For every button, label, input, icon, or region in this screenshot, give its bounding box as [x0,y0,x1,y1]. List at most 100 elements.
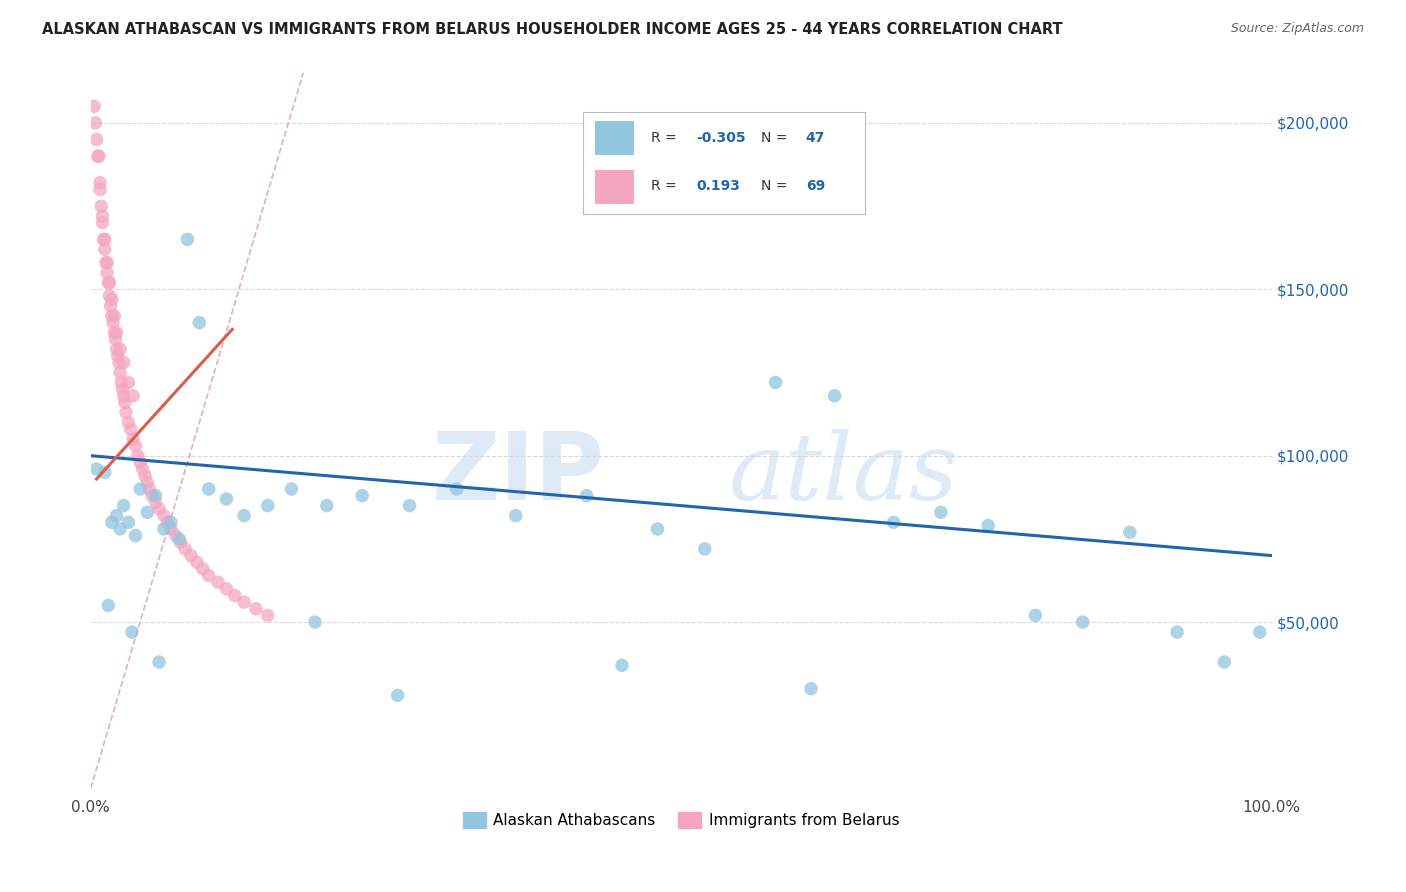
Point [94,466,117,480]
Point [141,489,163,503]
Text: N =: N = [761,130,792,145]
Point [188,316,211,330]
Point [883,516,905,530]
Point [824,389,846,403]
Point [153,522,176,536]
Point [165,528,187,542]
Point [108,342,131,356]
Point [117,516,139,530]
Point [129,482,152,496]
Point [86,462,108,476]
Point [124,528,146,542]
Text: ZIP: ZIP [432,427,605,520]
Point [186,555,208,569]
Point [224,589,246,603]
Point [197,482,219,496]
Point [1024,608,1046,623]
Point [387,689,409,703]
Point [174,541,197,556]
Point [94,243,117,257]
Point [115,405,138,419]
Text: 69: 69 [806,179,825,193]
Point [256,608,278,623]
Point [122,432,145,446]
Point [156,516,179,530]
Point [101,516,124,530]
Point [110,376,132,390]
Point [280,482,302,496]
Point [800,681,823,696]
Point [446,482,468,496]
Point [120,422,142,436]
Point [1071,615,1094,629]
Point [87,149,110,163]
Point [233,595,256,609]
Point [148,655,170,669]
Point [352,489,374,503]
Point [122,389,145,403]
Text: atlas: atlas [728,429,957,518]
Point [112,499,135,513]
Point [304,615,326,629]
Point [207,575,229,590]
Point [117,416,139,430]
Point [160,516,183,530]
Point [101,316,124,330]
Point [94,232,117,246]
Point [145,489,167,503]
Point [136,505,159,519]
Point [256,499,278,513]
Point [108,366,131,380]
Point [97,276,120,290]
Point [105,326,128,340]
Point [129,455,152,469]
Point [107,349,129,363]
Point [977,518,1000,533]
Point [101,293,124,307]
Point [167,532,190,546]
Point [929,505,952,519]
Point [108,522,131,536]
Point [1119,525,1142,540]
Point [148,502,170,516]
Point [176,232,198,246]
Point [97,599,120,613]
Point [1213,655,1236,669]
Point [153,508,176,523]
Text: -0.305: -0.305 [696,130,745,145]
Point [134,468,156,483]
Point [197,568,219,582]
Point [103,309,125,323]
Point [117,376,139,390]
Point [84,116,107,130]
Point [111,382,134,396]
Point [245,602,267,616]
Point [121,625,143,640]
Point [131,462,153,476]
Point [89,182,111,196]
Point [693,541,716,556]
Point [138,482,160,496]
Point [104,332,127,346]
Point [315,499,337,513]
Point [765,376,787,390]
Text: Source: ZipAtlas.com: Source: ZipAtlas.com [1230,22,1364,36]
Legend: Alaskan Athabascans, Immigrants from Belarus: Alaskan Athabascans, Immigrants from Bel… [457,806,905,835]
Point [124,439,146,453]
Point [180,549,202,563]
Text: R =: R = [651,179,685,193]
Point [86,132,108,146]
Point [89,176,111,190]
Point [93,232,115,246]
Point [575,489,598,503]
Bar [595,120,634,154]
Point [145,495,167,509]
Text: R =: R = [651,130,681,145]
Point [112,355,135,369]
Point [98,276,121,290]
Point [1166,625,1188,640]
Point [505,508,527,523]
Point [215,582,238,596]
Point [105,342,128,356]
Point [100,299,122,313]
